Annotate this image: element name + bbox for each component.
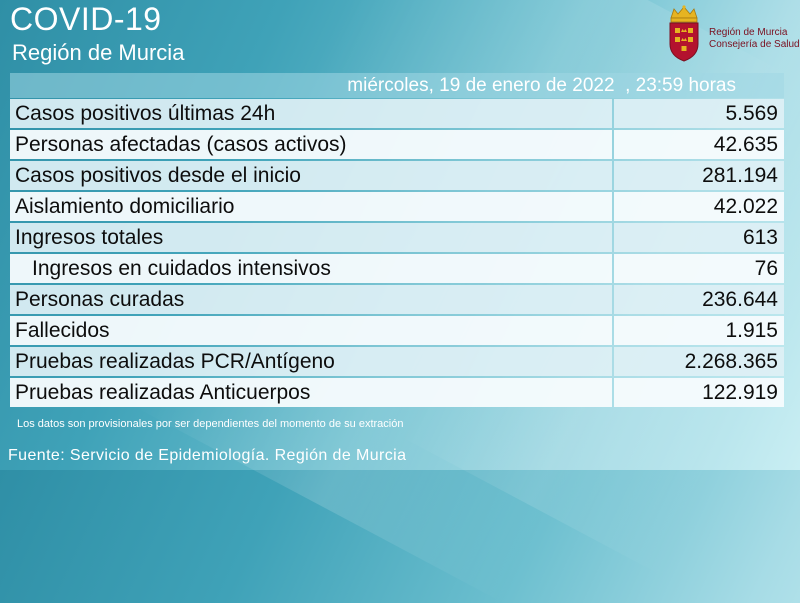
row-label: Pruebas realizadas PCR/Antígeno xyxy=(10,347,612,376)
logo-region-name: Región de Murcia xyxy=(709,27,788,38)
row-value: 42.635 xyxy=(614,130,784,159)
row-value: 42.022 xyxy=(614,192,784,221)
row-label: Fallecidos xyxy=(10,316,612,345)
row-label: Pruebas realizadas Anticuerpos xyxy=(10,378,612,407)
row-label: Aislamiento domiciliario xyxy=(10,192,612,221)
row-value: 76 xyxy=(614,254,784,283)
table-row: Fallecidos 1.915 xyxy=(10,316,784,347)
row-value: 281.194 xyxy=(614,161,784,190)
table-row: Ingresos totales 613 xyxy=(10,223,784,254)
table-row: Aislamiento domiciliario 42.022 xyxy=(10,192,784,223)
logo-department-name: Consejería de Salud xyxy=(709,39,800,50)
row-label: Ingresos totales xyxy=(10,223,612,252)
row-value: 5.569 xyxy=(614,99,784,128)
row-value: 122.919 xyxy=(614,378,784,407)
row-label: Casos positivos últimas 24h xyxy=(10,99,612,128)
row-value: 2.268.365 xyxy=(614,347,784,376)
stats-table: Casos positivos últimas 24h 5.569 Person… xyxy=(10,99,784,409)
row-label: Personas afectadas (casos activos) xyxy=(10,130,612,159)
report-date-bar: miércoles, 19 de enero de 2022 , 23:59 h… xyxy=(10,73,784,98)
row-label: Personas curadas xyxy=(10,285,612,314)
table-row: Ingresos en cuidados intensivos 76 xyxy=(10,254,784,285)
row-label: Ingresos en cuidados intensivos xyxy=(10,254,612,283)
provisional-data-note: Los datos son provisionales por ser depe… xyxy=(17,418,404,430)
table-row: Casos positivos últimas 24h 5.569 xyxy=(10,99,784,130)
report-date: miércoles, 19 de enero de 2022 , 23:59 h… xyxy=(347,75,736,96)
page-title: COVID-19 xyxy=(10,1,162,37)
page-subtitle: Región de Murcia xyxy=(12,40,185,65)
row-label: Casos positivos desde el inicio xyxy=(10,161,612,190)
table-row: Personas afectadas (casos activos) 42.63… xyxy=(10,130,784,161)
table-row: Pruebas realizadas Anticuerpos 122.919 xyxy=(10,378,784,409)
coat-of-arms-icon xyxy=(669,5,699,62)
row-value: 236.644 xyxy=(614,285,784,314)
table-row: Personas curadas 236.644 xyxy=(10,285,784,316)
region-logo: Región de Murcia Consejería de Salud xyxy=(664,4,800,64)
table-row: Pruebas realizadas PCR/Antígeno 2.268.36… xyxy=(10,347,784,378)
source-footer: Fuente: Servicio de Epidemiología. Regió… xyxy=(8,447,407,464)
row-value: 1.915 xyxy=(614,316,784,345)
row-value: 613 xyxy=(614,223,784,252)
table-row: Casos positivos desde el inicio 281.194 xyxy=(10,161,784,192)
